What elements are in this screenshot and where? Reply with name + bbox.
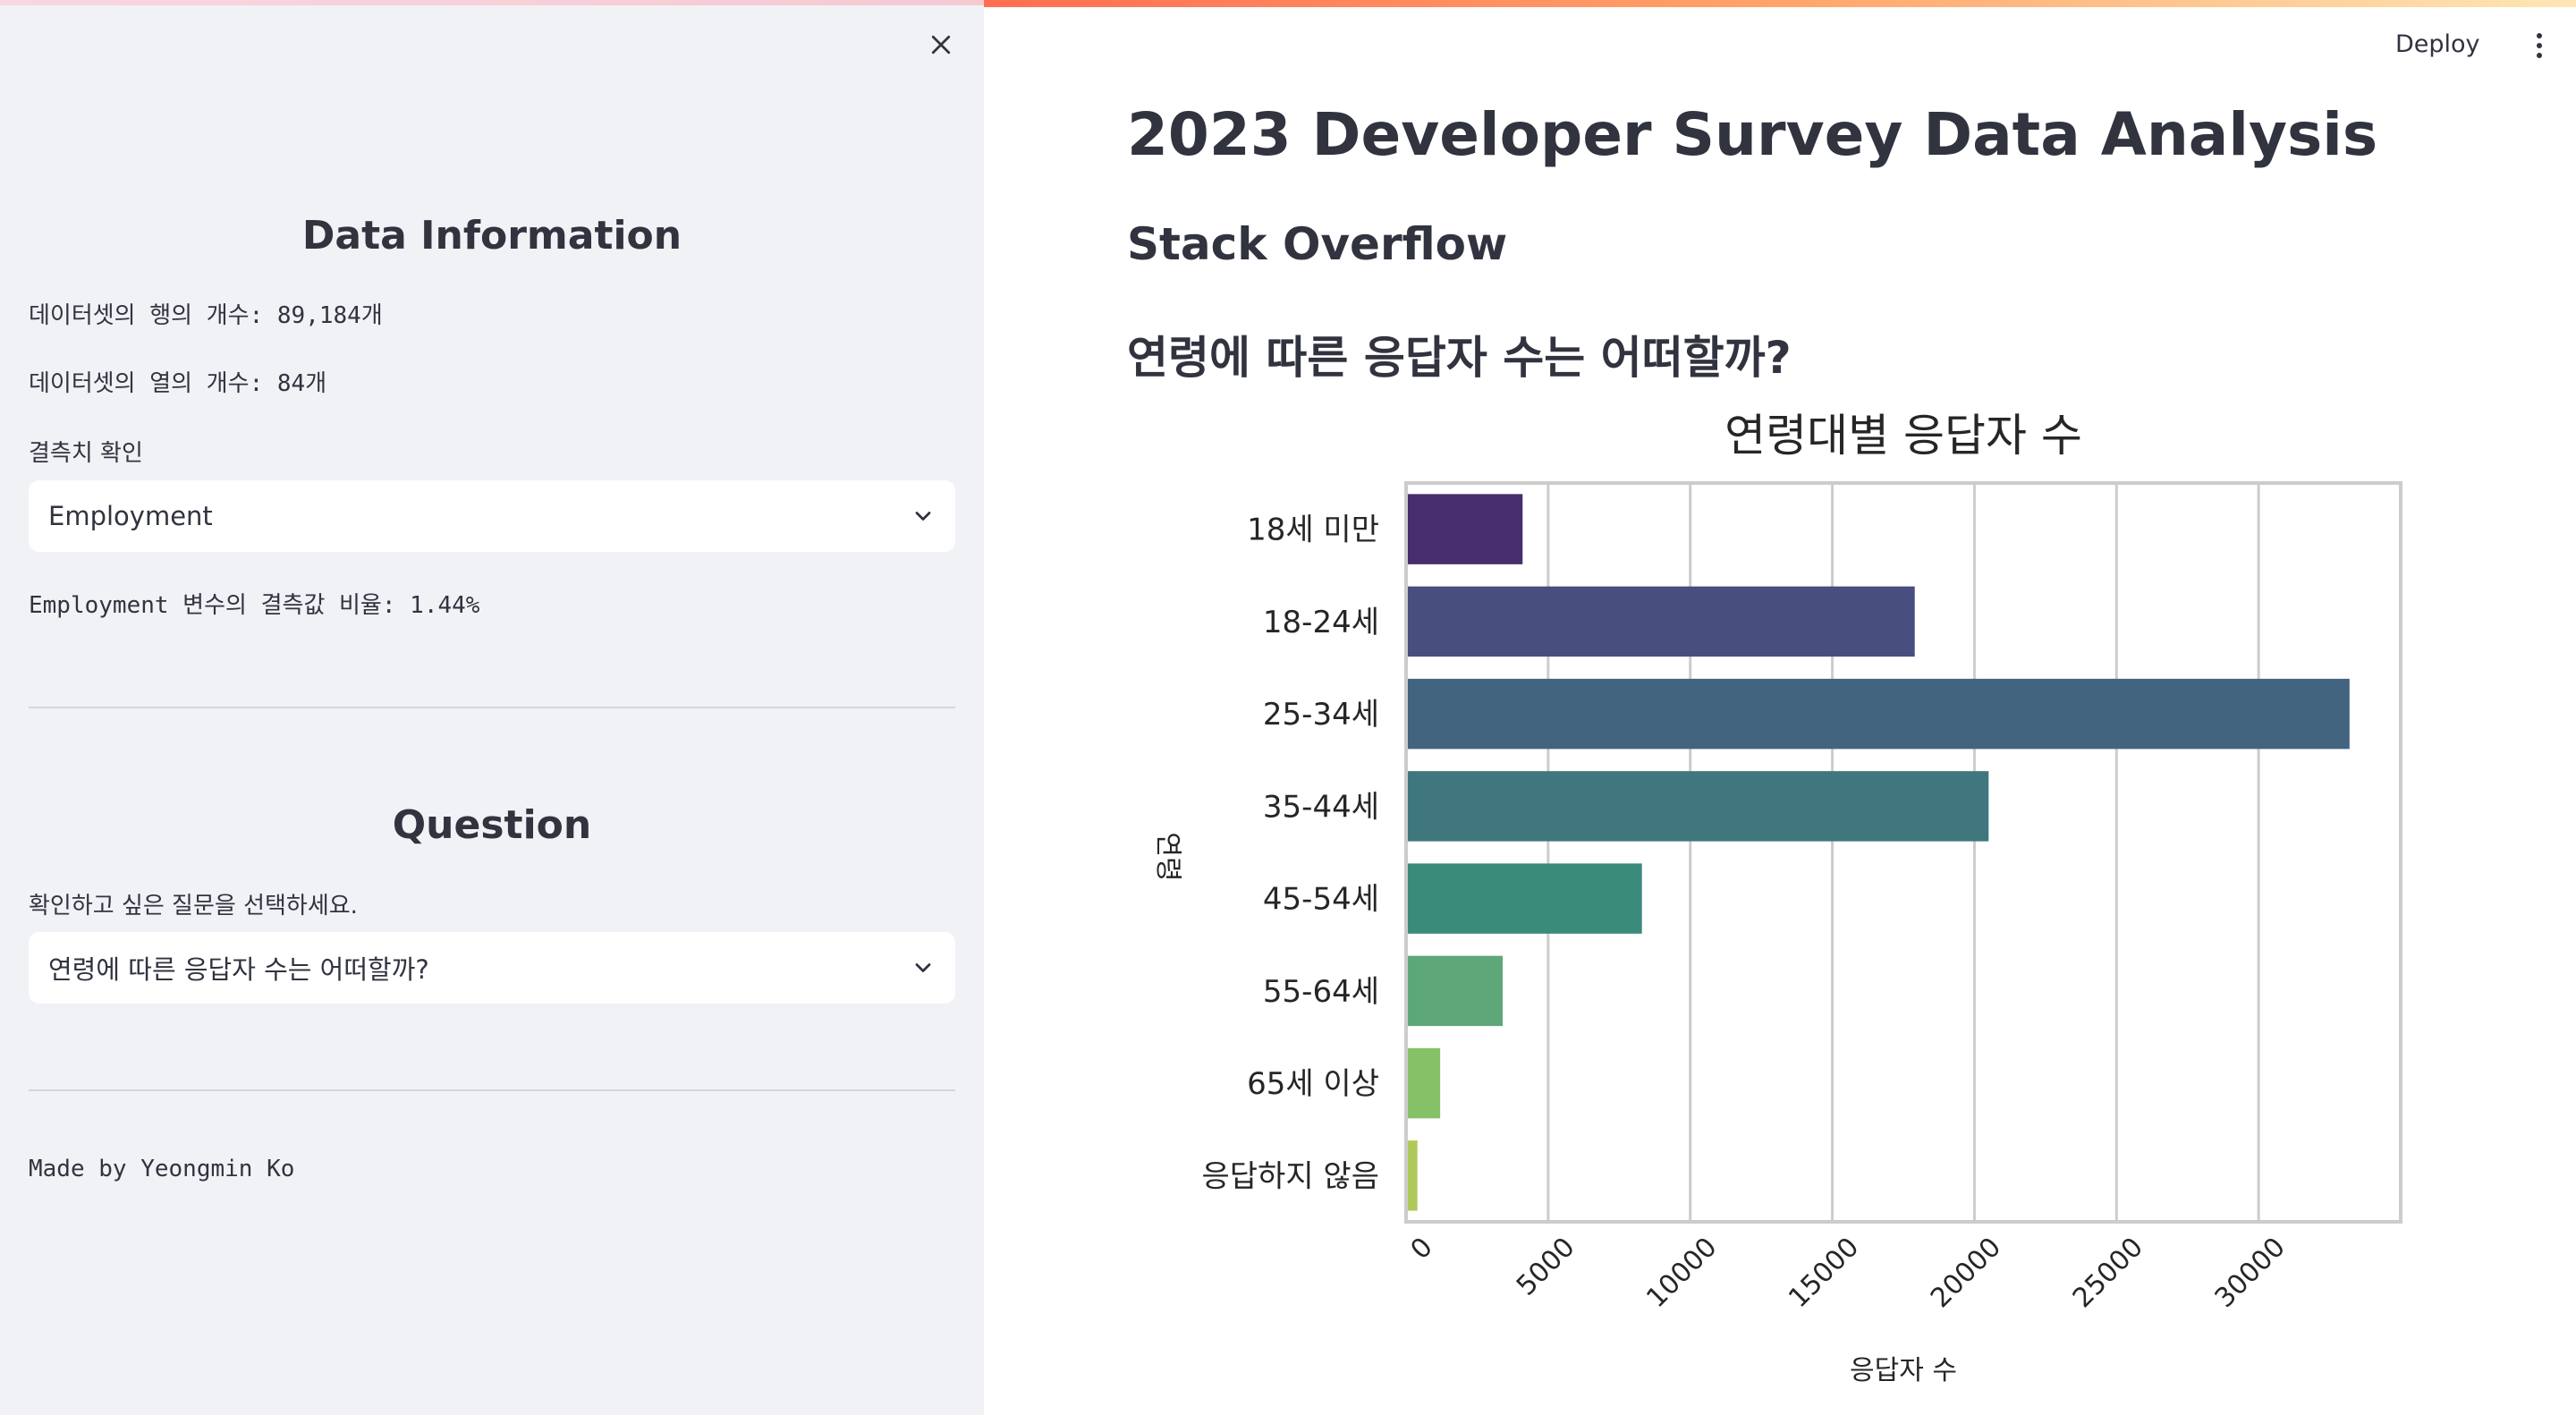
x-tick-label: 15000: [1783, 1232, 1865, 1314]
chart-x-tick-labels: 0 5000 10000 15000 20000 25000 30000: [1405, 1232, 2292, 1314]
x-axis-title: 응답자 수: [1850, 1355, 1957, 1386]
bar: [1406, 771, 1989, 842]
chevron-down-icon: [915, 963, 931, 972]
chart-bars: [1406, 494, 2350, 1211]
page-title: 2023 Developer Survey Data Analysis: [1127, 100, 2378, 169]
x-tick-label: 25000: [2067, 1232, 2149, 1314]
x-tick-label: 0: [1405, 1232, 1439, 1266]
x-tick-label: 5000: [1511, 1232, 1581, 1302]
chart-title: 연령대별 응답자 수: [1724, 411, 2082, 462]
x-tick-label: 20000: [1925, 1232, 2007, 1314]
data-information-heading: Data Information: [301, 213, 682, 258]
sidebar-top-accent: [0, 0, 984, 5]
y-tick-label: 55-64세: [1263, 974, 1379, 1010]
x-tick-label: 10000: [1640, 1232, 1723, 1314]
sidebar: Data Information 데이터셋의 행의 개수: 89,184개 데이…: [0, 0, 984, 1415]
y-tick-label: 35-44세: [1263, 789, 1379, 825]
bar: [1406, 1140, 1418, 1211]
chart-y-tick-labels: 18세 미만 18-24세 25-34세 35-44세 45-54세 55-64세 65세 …: [1202, 513, 1380, 1195]
y-tick-label: 25-34세: [1263, 697, 1379, 733]
bar: [1406, 494, 1523, 564]
dataset-rows-text: 데이터셋의 행의 개수: 89,184개: [29, 302, 383, 329]
question-select-value: 연령에 따른 응답자 수는 어떠할까?: [48, 954, 429, 985]
y-tick-label: 45-54세: [1263, 882, 1379, 918]
y-tick-label: 18세 미만: [1247, 513, 1379, 548]
question-select[interactable]: 연령에 따른 응답자 수는 어떠할까?: [29, 932, 955, 1004]
chevron-down-icon: [915, 512, 931, 521]
missing-ratio-text: Employment 변수의 결측값 비율: 1.44%: [29, 592, 480, 619]
page-subtitle: Stack Overflow: [1127, 218, 1508, 270]
sidebar-divider: [29, 707, 955, 708]
chart-frame: [1404, 481, 2402, 1224]
missing-check-label: 결측치 확인: [29, 440, 143, 467]
deploy-button[interactable]: Deploy: [2395, 30, 2480, 58]
y-tick-label: 응답하지 않음: [1202, 1158, 1380, 1194]
bar: [1406, 1047, 1441, 1119]
age-bar-chart: 연령대별 응답자 수 18세 미만 18-24세 25-34세 35-44세 45-54…: [1152, 411, 2402, 1386]
question-title: 연령에 따른 응답자 수는 어떠할까?: [1127, 332, 1792, 384]
y-axis-title: 연령: [1152, 832, 1183, 881]
close-sidebar-button[interactable]: [923, 27, 959, 63]
question-heading: Question: [392, 802, 592, 848]
top-decoration-bar: [984, 0, 2576, 7]
dataset-cols-text: 데이터셋의 열의 개수: 84개: [29, 370, 327, 397]
question-prompt-label: 확인하고 싶은 질문을 선택하세요.: [29, 893, 358, 919]
y-tick-label: 65세 이상: [1247, 1066, 1379, 1102]
kebab-menu-icon[interactable]: [2529, 30, 2549, 66]
footer-credit: Made by Yeongmin Ko: [29, 1156, 295, 1182]
bar: [1406, 678, 2350, 750]
x-tick-label: 30000: [2209, 1232, 2292, 1314]
bar: [1406, 863, 1642, 934]
bar: [1406, 955, 1504, 1027]
close-icon: [931, 35, 951, 55]
missing-variable-value: Employment: [48, 501, 213, 531]
bar: [1406, 586, 1915, 657]
sidebar-divider: [29, 1089, 955, 1091]
missing-variable-select[interactable]: Employment: [29, 480, 955, 552]
y-tick-label: 18-24세: [1263, 605, 1379, 640]
